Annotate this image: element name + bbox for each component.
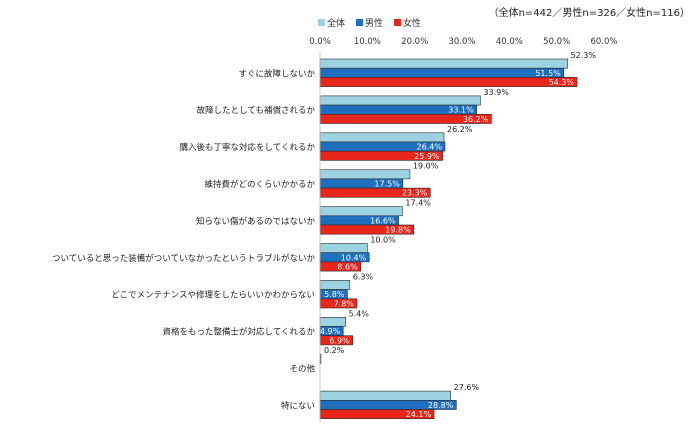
sample-size-note: （全体n=442／男性n=326／女性n=116）: [488, 8, 690, 19]
bar-2-0: [319, 132, 445, 143]
bar-9-0: [319, 390, 451, 401]
value-label-3-0: 19.0%: [413, 162, 439, 171]
x-tick-label-4: 40.0%: [496, 37, 523, 47]
category-label-2: 購入後も丁寧な対応をしてくれるか: [180, 142, 316, 153]
category-label-9: 特にない: [281, 400, 315, 411]
x-tick-label-6: 60.0%: [590, 37, 617, 47]
legend-swatch-1: [356, 19, 363, 26]
value-label-5-0: 10.0%: [370, 236, 396, 245]
value-label-1-0: 33.9%: [483, 88, 509, 97]
value-label-4-1: 16.6%: [370, 216, 396, 225]
category-label-5: ついていると思った装備がついていなかったというトラブルがないか: [52, 253, 315, 264]
bar-5-0: [319, 243, 368, 253]
value-label-3-2: 23.3%: [402, 189, 428, 198]
bar-1-0: [319, 95, 481, 106]
value-label-9-2: 24.1%: [406, 410, 432, 419]
category-label-4: 知らない傷があるのではないか: [196, 216, 316, 227]
x-tick-label-2: 20.0%: [401, 37, 428, 47]
value-label-7-2: 6.9%: [329, 336, 350, 345]
bar-0-0: [319, 58, 568, 69]
x-tick-label-1: 10.0%: [354, 37, 381, 47]
bar-6-0: [319, 280, 351, 290]
value-label-7-1: 4.9%: [320, 327, 341, 336]
value-label-9-1: 28.8%: [428, 401, 454, 410]
category-label-6: どこでメンテナンスや修理をしたらいいかわからない: [111, 290, 315, 301]
category-label-7: 資格をもった整備士が対応してくれるか: [163, 327, 316, 338]
value-label-4-2: 19.8%: [385, 226, 411, 235]
value-label-2-1: 26.4%: [417, 143, 443, 152]
bar-4-0: [319, 206, 403, 217]
bar-0-1: [319, 67, 565, 78]
bar-3-0: [319, 169, 411, 180]
category-label-0: すぐに故障しないか: [238, 68, 315, 79]
value-label-6-0: 6.3%: [353, 272, 374, 281]
value-label-1-2: 36.2%: [463, 115, 489, 124]
value-label-7-0: 5.4%: [349, 309, 370, 318]
category-label-8: その他: [289, 364, 315, 375]
category-label-3: 維持費がどのくらいかかるか: [204, 179, 315, 190]
x-tick-label-3: 30.0%: [448, 37, 475, 47]
legend-label-0: 全体: [327, 17, 345, 29]
bar-0-2: [319, 77, 578, 87]
value-label-8-0: 0.2%: [324, 346, 345, 355]
value-label-6-1: 5.8%: [324, 290, 345, 299]
legend-label-2: 女性: [403, 17, 421, 29]
value-label-2-2: 25.9%: [414, 152, 440, 161]
category-label-1: 故障したとしても補償されるか: [197, 105, 316, 116]
legend-swatch-0: [318, 19, 325, 26]
value-label-5-2: 8.6%: [337, 263, 358, 272]
value-label-9-0: 27.6%: [454, 383, 480, 392]
value-label-1-1: 33.1%: [448, 106, 474, 115]
value-label-0-2: 54.3%: [549, 78, 575, 87]
x-tick-label-0: 0.0%: [309, 37, 331, 47]
legend-label-1: 男性: [365, 17, 383, 29]
x-tick-label-5: 50.0%: [543, 37, 570, 47]
value-label-3-1: 17.5%: [374, 180, 400, 189]
value-label-0-1: 51.5%: [535, 69, 561, 78]
legend-swatch-2: [394, 19, 401, 26]
value-label-4-0: 17.4%: [405, 199, 431, 208]
value-label-2-0: 26.2%: [447, 125, 473, 134]
value-label-0-0: 52.3%: [571, 51, 597, 60]
value-label-6-2: 7.8%: [334, 299, 355, 308]
bar-7-0: [319, 316, 346, 327]
value-label-5-1: 10.4%: [341, 253, 367, 262]
